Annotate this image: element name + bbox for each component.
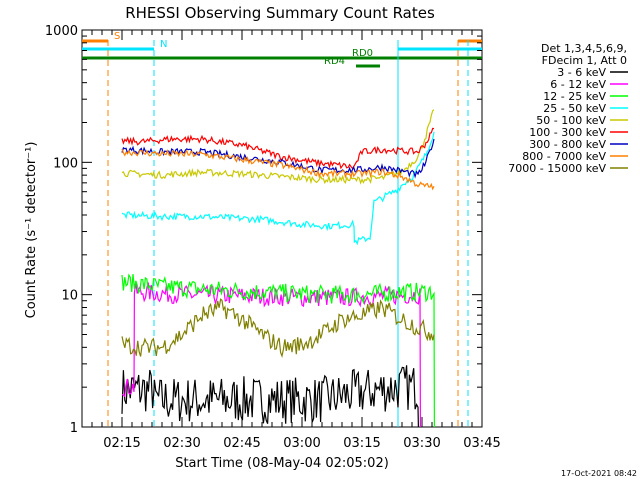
footer-timestamp: 17-Oct-2021 08:42 [561, 469, 637, 478]
flag-label-s: S [114, 31, 120, 42]
x-tick-label: 03:15 [343, 436, 380, 451]
chart-title: RHESSI Observing Summary Count Rates [125, 4, 435, 22]
x-axis-label: Start Time (08-May-04 02:05:02) [175, 456, 389, 471]
series-line-8 [121, 148, 435, 191]
flag-bars: S N RD0 RD4 [82, 31, 482, 68]
flag-label-n: N [160, 39, 167, 50]
series-line-5 [121, 109, 435, 185]
plot-area [81, 29, 483, 428]
x-tick-label: 03:30 [403, 436, 440, 451]
series-line-6 [121, 127, 435, 170]
legend-entry-label: 7000 - 15000 keV [508, 162, 606, 175]
legend-entry-label: 6 - 12 keV [550, 78, 606, 91]
series-line-4 [121, 131, 435, 246]
legend-entry-label: 100 - 300 keV [529, 126, 606, 139]
legend-entry-label: 300 - 800 keV [529, 138, 606, 151]
series-line-7 [121, 138, 435, 179]
y-tick-label: 1 [70, 421, 78, 436]
legend-entry-label: 25 - 50 keV [543, 102, 606, 115]
y-tick-label: 10 [61, 289, 78, 304]
x-tick-label: 03:00 [283, 436, 320, 451]
x-axis-ticks: 02:15 02:30 02:45 03:00 03:15 03:30 03:45 [81, 30, 501, 451]
x-tick-label: 02:45 [223, 436, 260, 451]
legend-entry-label: 12 - 25 keV [543, 90, 606, 103]
x-tick-label: 02:30 [163, 436, 200, 451]
flag-vertical-lines [107, 40, 469, 427]
legend-header: Det 1,3,4,5,6,9, [541, 42, 627, 55]
legend-entry-label: 3 - 6 keV [557, 66, 606, 79]
legend-header: FDecim 1, Att 0 [542, 54, 627, 67]
legend: Det 1,3,4,5,6,9,FDecim 1, Att 03 - 6 keV… [508, 42, 628, 175]
series-line-9 [121, 298, 435, 359]
legend-entry-label: 800 - 7000 keV [522, 150, 606, 163]
series-lines [121, 109, 435, 428]
legend-entry-label: 50 - 100 keV [536, 114, 606, 127]
y-axis-ticks: 1 10 100 1000 [45, 24, 482, 436]
x-tick-label: 02:15 [103, 436, 140, 451]
flag-label-rd0: RD0 [352, 48, 373, 59]
y-tick-label: 1000 [45, 24, 78, 39]
y-tick-label: 100 [53, 156, 78, 171]
y-axis-label: Count Rate (s⁻¹ detector⁻¹) [24, 142, 39, 319]
series-line-3 [121, 273, 435, 428]
series-line-1 [121, 365, 419, 428]
flag-label-rd4: RD4 [324, 56, 345, 67]
x-tick-label: 03:45 [463, 436, 500, 451]
